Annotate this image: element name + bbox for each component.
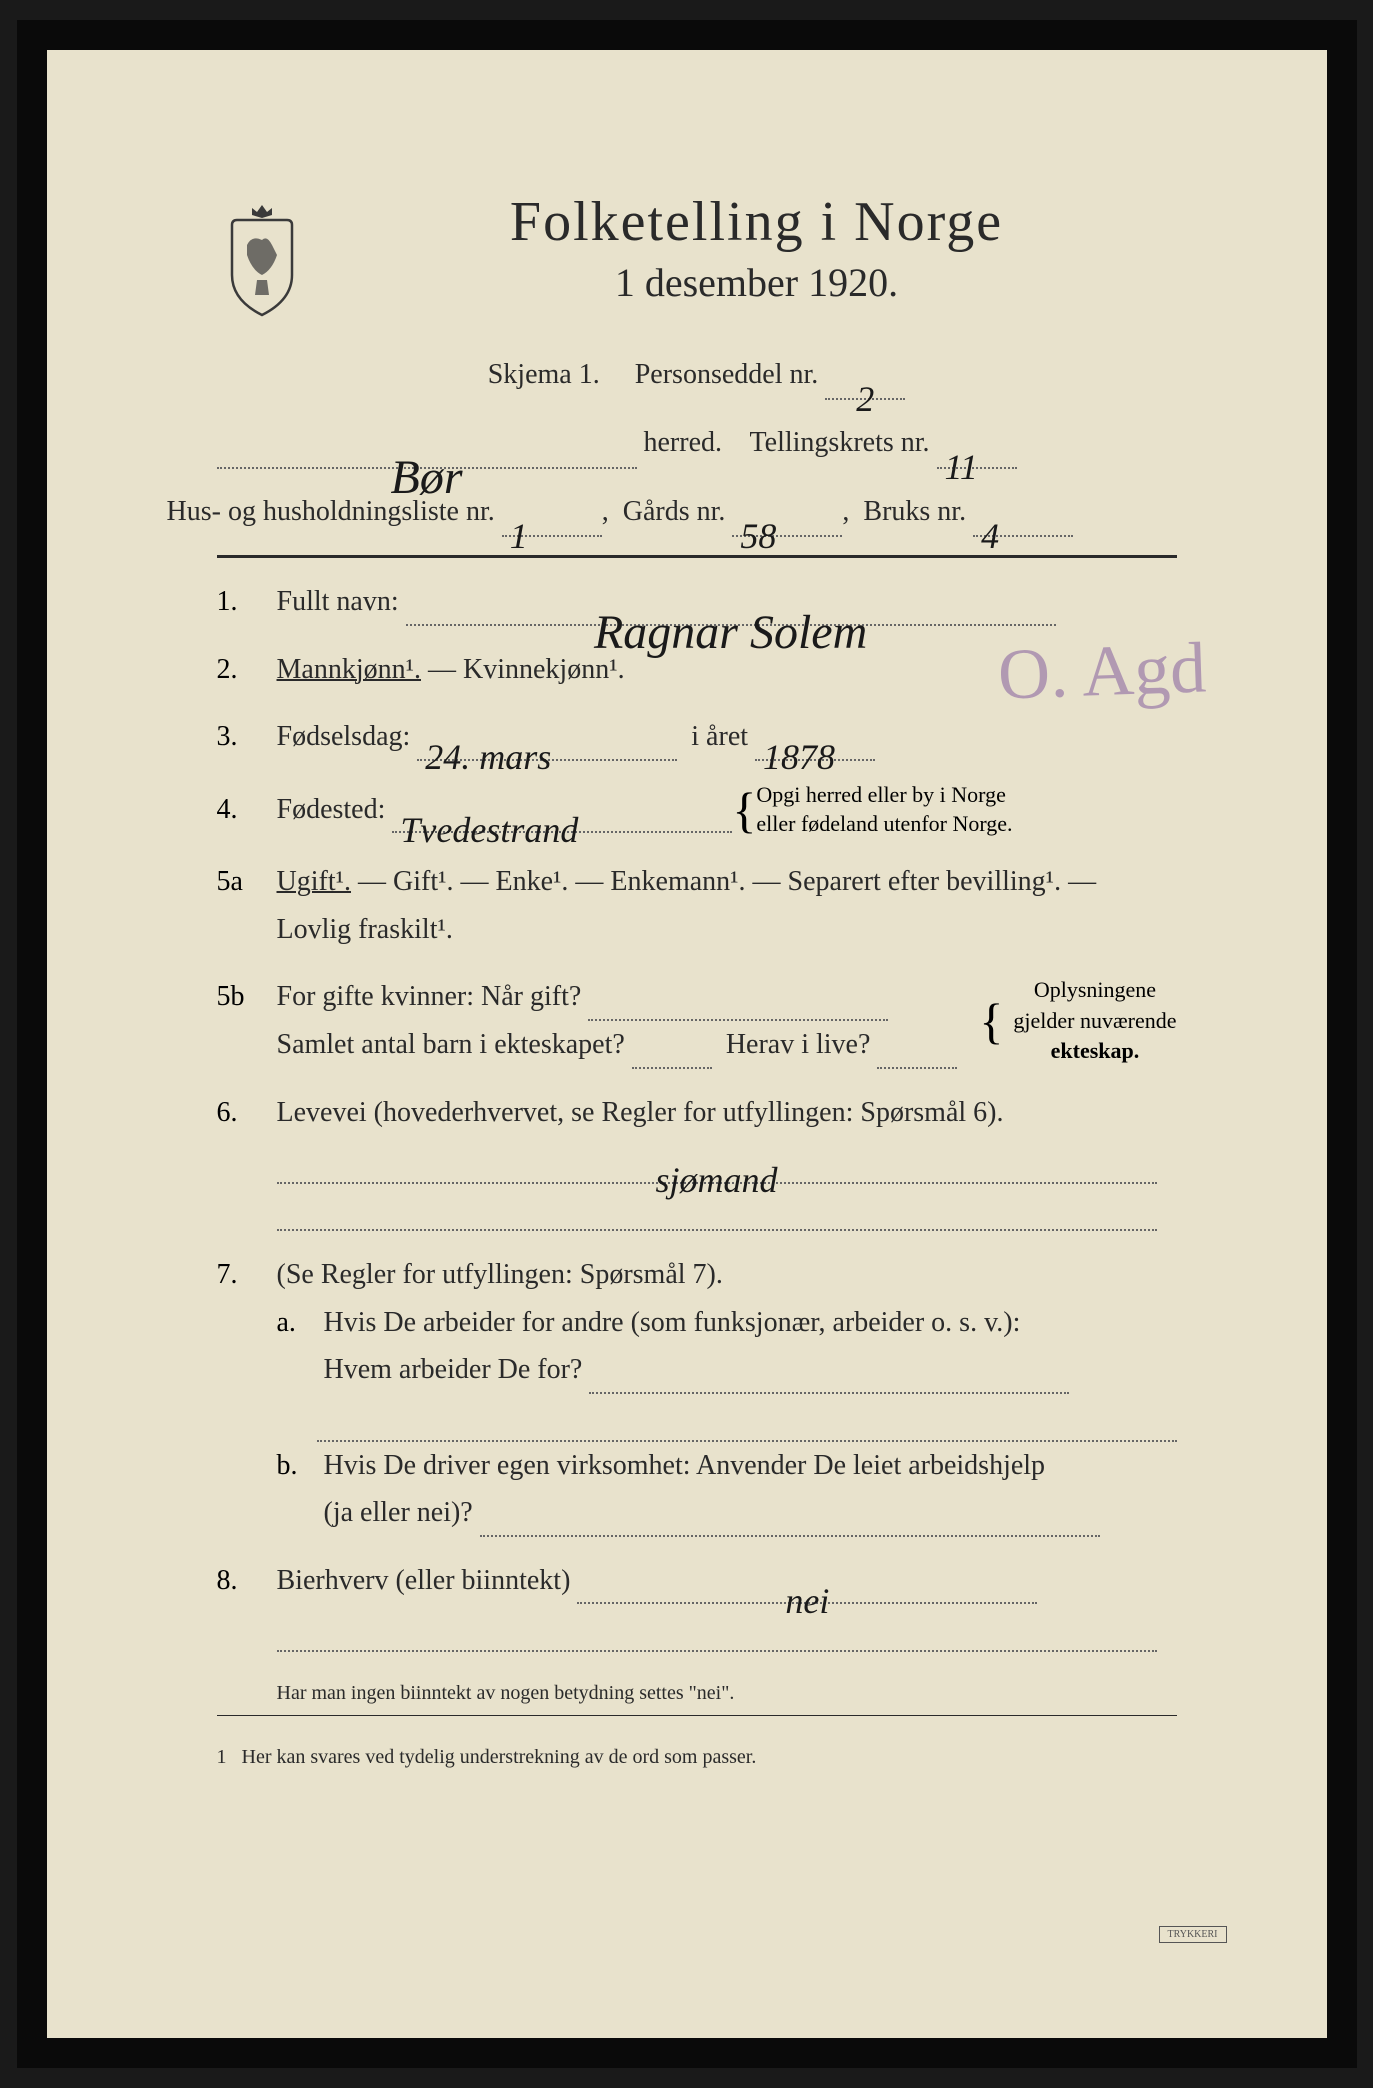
q1-label: Fullt navn:	[277, 586, 399, 617]
title-block: Folketelling i Norge 1 desember 1920.	[337, 190, 1177, 306]
q6-num: 6.	[217, 1097, 277, 1129]
q7a-text1: Hvis De arbeider for andre (som funksjon…	[324, 1307, 1021, 1338]
q2-mannkjonn: Mannkjønn¹.	[277, 654, 422, 685]
q7-num: 7.	[217, 1259, 277, 1291]
q4-num: 4.	[217, 794, 277, 826]
q3-day: 24. mars	[417, 727, 559, 788]
q8-num: 8.	[217, 1565, 277, 1597]
q5b-row: 5b For gifte kvinner: Når gift? Samlet a…	[217, 973, 1177, 1068]
printer-stamp: TRYKKERI	[1159, 1926, 1227, 1943]
q7b-text2: (ja eller nei)?	[324, 1497, 473, 1528]
q5a-rest: — Gift¹. — Enke¹. — Enkemann¹. — Separer…	[358, 866, 1096, 897]
q4-row: 4. Fødested: Tvedestrand { Opgi herred e…	[217, 781, 1177, 838]
herred-row: Bør herred. Tellingskrets nr. 11	[217, 418, 1177, 468]
skjema-label: Skjema 1.	[488, 359, 600, 390]
q3-num: 3.	[217, 721, 277, 753]
q5b-num: 5b	[217, 981, 277, 1013]
gards-nr: 58	[732, 504, 784, 569]
bracket-icon: {	[732, 790, 756, 830]
q1-row: 1. Fullt navn: Ragnar Solem	[217, 578, 1177, 626]
herred-label: herred.	[644, 427, 723, 458]
q7-row: 7. (Se Regler for utfyllingen: Spørsmål …	[217, 1251, 1177, 1537]
q6-label: Levevei (hovederhvervet, se Regler for u…	[277, 1097, 1004, 1128]
main-title: Folketelling i Norge	[337, 190, 1177, 254]
hus-label: Hus- og husholdningsliste nr.	[167, 496, 495, 527]
purple-stamp: O. Agd	[997, 626, 1208, 716]
q6-row: 6. Levevei (hovederhvervet, se Regler fo…	[217, 1089, 1177, 1232]
footnote-row: 1 Her kan svares ved tydelig understrekn…	[217, 1746, 1177, 1769]
q5b-note: Oplysningene gjelder nuværende ekteskap.	[1013, 975, 1176, 1067]
q4-label: Fødested:	[277, 794, 386, 825]
q7b-text1: Hvis De driver egen virksomhet: Anvender…	[324, 1450, 1046, 1481]
q4-note2: eller fødeland utenfor Norge.	[756, 811, 1012, 836]
coat-of-arms-icon	[217, 200, 307, 320]
q5a-text2: Lovlig fraskilt¹.	[277, 914, 453, 945]
q8-label: Bierhverv (eller biinntekt)	[277, 1565, 571, 1596]
footnote-num: 1	[217, 1746, 227, 1768]
q5a-row: 5a Ugift¹. — Gift¹. — Enke¹. — Enkemann¹…	[217, 858, 1177, 953]
q5b-note1: Oplysningene	[1034, 977, 1156, 1002]
bruks-nr: 4	[973, 504, 1007, 569]
q7a-label: a.	[277, 1299, 317, 1347]
q4-note: Opgi herred eller by i Norge eller fødel…	[756, 781, 1012, 838]
q5b-label2: Samlet antal barn i ekteskapet?	[277, 1029, 625, 1060]
q4-note1: Opgi herred eller by i Norge	[756, 782, 1005, 807]
footer-note1: Har man ingen biinntekt av nogen betydni…	[277, 1682, 1177, 1705]
q5a-num: 5a	[217, 866, 277, 898]
divider-thin	[217, 1715, 1177, 1716]
tellingskrets-label: Tellingskrets nr.	[750, 427, 930, 458]
subtitle: 1 desember 1920.	[337, 259, 1177, 306]
personseddel-label: Personseddel nr.	[635, 359, 819, 390]
bracket-icon-2: {	[979, 1001, 1003, 1041]
skjema-row: Skjema 1. Personseddel nr. 2	[217, 350, 1177, 400]
q4-value: Tvedestrand	[392, 800, 586, 861]
q7-label: (Se Regler for utfyllingen: Spørsmål 7).	[277, 1259, 723, 1290]
q5b-note2: gjelder nuværende	[1013, 1008, 1176, 1033]
q2-rest: — Kvinnekjønn¹.	[428, 654, 625, 685]
q2-num: 2.	[217, 654, 277, 686]
q3-year-label: i året	[691, 721, 748, 752]
q8-row: 8. Bierhverv (eller biinntekt) nei	[217, 1557, 1177, 1652]
q7b-label: b.	[277, 1442, 317, 1490]
q3-year: 1878	[755, 727, 843, 788]
hus-row: Hus- og husholdningsliste nr. 1, Gårds n…	[167, 487, 1177, 537]
gards-label: Gårds nr.	[623, 496, 726, 527]
q3-label: Fødselsdag:	[277, 721, 411, 752]
divider	[217, 555, 1177, 558]
hus-nr: 1	[502, 504, 536, 569]
bruks-label: Bruks nr.	[863, 496, 966, 527]
q3-row: 3. Fødselsdag: 24. mars i året 1878	[217, 713, 1177, 761]
q5a-ugift: Ugift¹.	[277, 866, 352, 897]
form-content: Folketelling i Norge 1 desember 1920. Sk…	[97, 110, 1277, 1809]
header: Folketelling i Norge 1 desember 1920.	[217, 190, 1177, 320]
footnote-text: Her kan svares ved tydelig understreknin…	[242, 1746, 757, 1768]
census-form-page: Folketelling i Norge 1 desember 1920. Sk…	[17, 20, 1357, 2068]
q5b-label1: For gifte kvinner: Når gift?	[277, 981, 582, 1012]
q1-num: 1.	[217, 586, 277, 618]
q7a-text2: Hvem arbeider De for?	[324, 1354, 583, 1385]
q5b-label3: Herav i live?	[726, 1029, 871, 1060]
q5b-note3: ekteskap.	[1051, 1038, 1140, 1063]
